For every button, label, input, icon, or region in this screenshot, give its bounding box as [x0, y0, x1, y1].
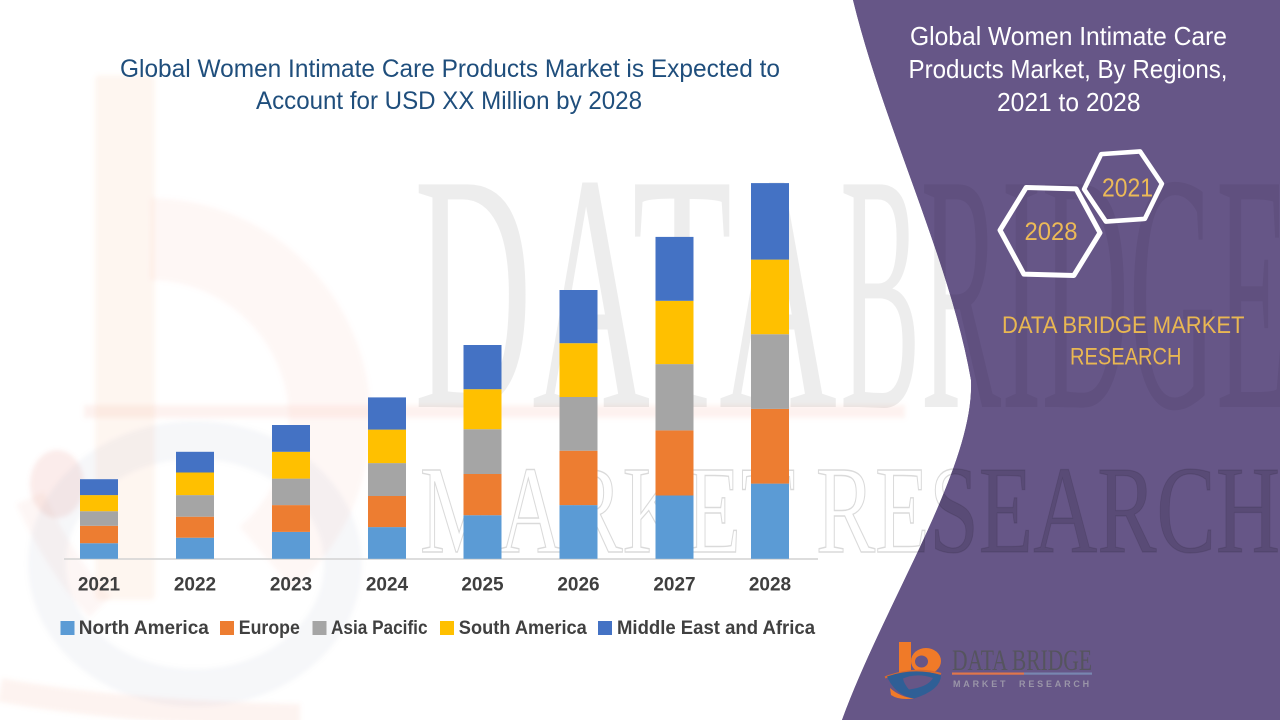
svg-text:DATA BRIDGE: DATA BRIDGE	[952, 644, 1092, 677]
svg-text:North America: North America	[79, 618, 209, 639]
svg-text:RESEARCH: RESEARCH	[1070, 344, 1182, 371]
svg-text:2024: 2024	[366, 575, 409, 596]
svg-text:2025: 2025	[461, 575, 504, 596]
svg-text:2026: 2026	[557, 575, 599, 596]
svg-text:2021: 2021	[1102, 172, 1153, 202]
svg-text:2021 to 2028: 2021 to 2028	[997, 87, 1141, 117]
svg-text:Europe: Europe	[239, 618, 300, 639]
svg-text:South America: South America	[459, 618, 587, 639]
svg-text:2023: 2023	[270, 575, 312, 596]
svg-text:Products Market, By Regions,: Products Market, By Regions,	[909, 54, 1228, 84]
svg-text:DATA BRIDGE MARKET: DATA BRIDGE MARKET	[1002, 312, 1245, 339]
svg-text:2028: 2028	[749, 575, 791, 596]
svg-text:Middle East and Africa: Middle East and Africa	[617, 618, 815, 639]
svg-text:Asia Pacific: Asia Pacific	[331, 618, 428, 639]
svg-text:Global Women Intimate Care Pro: Global Women Intimate Care Products Mark…	[120, 55, 780, 83]
svg-text:2027: 2027	[653, 575, 695, 596]
svg-text:Global Women Intimate Care: Global Women Intimate Care	[910, 21, 1227, 51]
svg-text:2022: 2022	[174, 575, 216, 596]
svg-text:2028: 2028	[1025, 218, 1078, 246]
svg-text:2021: 2021	[78, 575, 121, 596]
svg-text:Account for USD XX Million by: Account for USD XX Million by 2028	[256, 87, 642, 115]
svg-text:MARKET RESEARCH: MARKET RESEARCH	[953, 679, 1092, 690]
